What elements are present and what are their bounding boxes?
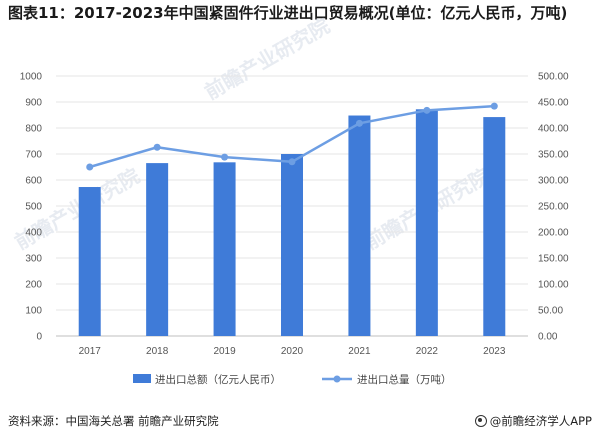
- chart-title: 图表11：2017-2023年中国紧固件行业进出口贸易概况(单位：亿元人民币，万…: [8, 4, 568, 22]
- x-axis-tick-label: 2022: [416, 346, 439, 357]
- brand-logo-icon: [474, 415, 487, 427]
- bar-2019: [213, 162, 236, 336]
- x-axis-tick-label: 2018: [146, 346, 169, 357]
- x-axis-tick-label: 2023: [483, 346, 506, 357]
- right-axis-tick-label: 500.00: [538, 72, 569, 83]
- line-point-2018: [153, 143, 161, 151]
- right-axis-tick-label: 150.00: [538, 254, 569, 265]
- right-axis-tick-label: 300.00: [538, 176, 569, 187]
- legend-bar-swatch: [133, 374, 151, 383]
- right-axis-tick-label: 100.00: [538, 280, 569, 291]
- left-axis-tick-label: 400: [25, 228, 42, 239]
- watermark-text: 前瞻产业研究院: [201, 14, 334, 105]
- bar-2018: [146, 163, 169, 336]
- left-axis-tick-label: 500: [25, 202, 42, 213]
- legend-bar-label: 进出口总额（亿元人民币）: [155, 373, 281, 386]
- left-axis-tick-label: 200: [25, 280, 42, 291]
- line-point-2017: [86, 163, 94, 171]
- bar-2021: [348, 115, 371, 337]
- left-axis-tick-label: 800: [25, 124, 42, 135]
- line-point-2019: [221, 153, 229, 161]
- left-axis-tick-label: 0: [36, 332, 42, 343]
- left-axis-tick-label: 1000: [20, 72, 43, 83]
- x-axis-tick-label: 2021: [348, 346, 371, 357]
- legend-line-label: 进出口总量（万吨）: [357, 373, 452, 386]
- right-axis-tick-label: 450.00: [538, 98, 569, 109]
- bar-series: [78, 109, 506, 337]
- left-axis-tick-label: 700: [25, 150, 42, 161]
- x-axis-tick-label: 2020: [281, 346, 304, 357]
- line-point-2021: [355, 119, 363, 127]
- legend: 进出口总额（亿元人民币） 进出口总量（万吨）: [133, 373, 452, 386]
- right-axis-tick-label: 250.00: [538, 202, 569, 213]
- right-axis-tick-label: 400.00: [538, 124, 569, 135]
- footer: 资料来源：中国海关总署 前瞻产业研究院 @前瞻经济学人APP: [8, 411, 592, 431]
- x-axis-tick-label: 2019: [213, 346, 236, 357]
- left-axis-tick-label: 900: [25, 98, 42, 109]
- right-axis-tick-label: 350.00: [538, 150, 569, 161]
- left-axis-tick-label: 300: [25, 254, 42, 265]
- bar-2020: [281, 154, 303, 336]
- right-axis-tick-label: 50.00: [538, 306, 563, 317]
- right-axis-tick-label: 200.00: [538, 228, 569, 239]
- left-axis: 0 100 200 300 400 500 600 700 800 900 1000: [20, 72, 43, 343]
- bar-2023: [483, 117, 506, 336]
- line-point-2023: [490, 102, 498, 110]
- brand-credit: @前瞻经济学人APP: [474, 413, 592, 429]
- line-point-2020: [288, 158, 296, 166]
- source-note: 资料来源：中国海关总署 前瞻产业研究院: [8, 414, 219, 428]
- right-axis-tick-label: 0.00: [538, 332, 558, 343]
- right-axis: 0.00 50.00 100.00 150.00 200.00 250.00 300.00 3…: [538, 72, 569, 343]
- x-axis-tick-label: 2017: [79, 346, 102, 357]
- brand-text: @前瞻经济学人APP: [489, 414, 592, 428]
- bar-2022: [415, 109, 438, 336]
- left-axis-tick-label: 600: [25, 176, 42, 187]
- bar-2017: [78, 187, 101, 336]
- line-point-2022: [423, 106, 431, 114]
- legend-line-marker: [333, 375, 341, 383]
- left-axis-tick-label: 100: [25, 306, 42, 317]
- x-axis: 2017 2018 2019 2020 2021 2022 2023: [79, 346, 506, 357]
- line-series: [86, 102, 498, 171]
